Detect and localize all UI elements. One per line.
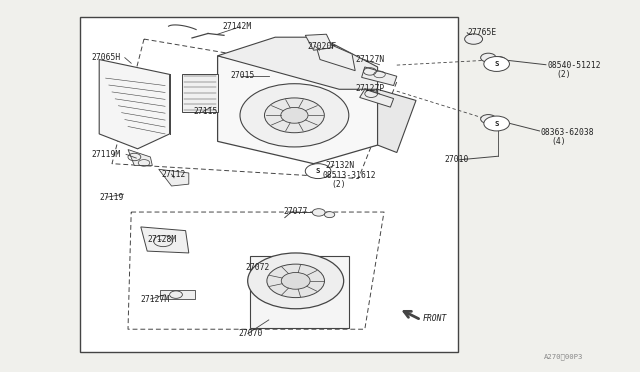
Text: S: S bbox=[316, 168, 320, 174]
Text: 08513-31612: 08513-31612 bbox=[323, 171, 376, 180]
Circle shape bbox=[305, 164, 331, 179]
Circle shape bbox=[267, 264, 324, 298]
Polygon shape bbox=[305, 34, 333, 50]
Text: FRONT: FRONT bbox=[422, 314, 447, 323]
Polygon shape bbox=[378, 89, 416, 153]
Text: (2): (2) bbox=[557, 70, 572, 79]
Text: 27020F: 27020F bbox=[307, 42, 337, 51]
Polygon shape bbox=[128, 150, 152, 166]
Text: 27128M: 27128M bbox=[147, 235, 177, 244]
Text: (2): (2) bbox=[331, 180, 346, 189]
Text: S: S bbox=[495, 61, 499, 67]
Circle shape bbox=[281, 108, 308, 123]
Text: 27132N: 27132N bbox=[325, 161, 355, 170]
Circle shape bbox=[309, 166, 328, 177]
Text: A270　00P3: A270 00P3 bbox=[543, 353, 583, 360]
Polygon shape bbox=[360, 89, 394, 107]
Circle shape bbox=[282, 272, 310, 289]
Bar bbox=[250, 256, 349, 328]
Circle shape bbox=[492, 118, 504, 126]
Text: 27010: 27010 bbox=[445, 155, 469, 164]
Text: 27119: 27119 bbox=[99, 193, 124, 202]
Polygon shape bbox=[218, 56, 378, 164]
Text: 27015: 27015 bbox=[230, 71, 255, 80]
Polygon shape bbox=[182, 74, 218, 112]
Circle shape bbox=[312, 209, 325, 216]
Circle shape bbox=[465, 34, 483, 44]
Text: 08540-51212: 08540-51212 bbox=[547, 61, 601, 70]
Polygon shape bbox=[362, 67, 397, 86]
Polygon shape bbox=[141, 227, 189, 253]
Polygon shape bbox=[159, 169, 189, 186]
Circle shape bbox=[484, 116, 509, 131]
Text: (4): (4) bbox=[552, 137, 566, 146]
Polygon shape bbox=[314, 37, 355, 71]
Text: 27127N: 27127N bbox=[356, 55, 385, 64]
Circle shape bbox=[481, 53, 496, 62]
Circle shape bbox=[248, 253, 344, 309]
Text: 27072: 27072 bbox=[245, 263, 269, 272]
Text: 08363-62038: 08363-62038 bbox=[541, 128, 595, 137]
Text: 27077: 27077 bbox=[284, 207, 308, 216]
Circle shape bbox=[240, 84, 349, 147]
Text: 27127P: 27127P bbox=[356, 84, 385, 93]
Text: 27119M: 27119M bbox=[92, 150, 121, 159]
Text: 27065H: 27065H bbox=[92, 53, 121, 62]
Bar bbox=[80, 17, 458, 352]
Circle shape bbox=[484, 57, 509, 71]
Text: 27070: 27070 bbox=[239, 329, 263, 338]
Circle shape bbox=[264, 98, 324, 133]
Polygon shape bbox=[218, 37, 378, 89]
Text: S: S bbox=[495, 121, 499, 126]
Circle shape bbox=[493, 57, 506, 64]
Polygon shape bbox=[160, 290, 195, 299]
Text: 27765E: 27765E bbox=[467, 28, 497, 37]
Text: 27115: 27115 bbox=[193, 107, 218, 116]
Circle shape bbox=[324, 212, 335, 218]
Text: 27142M: 27142M bbox=[223, 22, 252, 31]
Text: 27127M: 27127M bbox=[141, 295, 170, 304]
Text: 27112: 27112 bbox=[161, 170, 186, 179]
Circle shape bbox=[481, 115, 496, 124]
Polygon shape bbox=[99, 60, 170, 149]
